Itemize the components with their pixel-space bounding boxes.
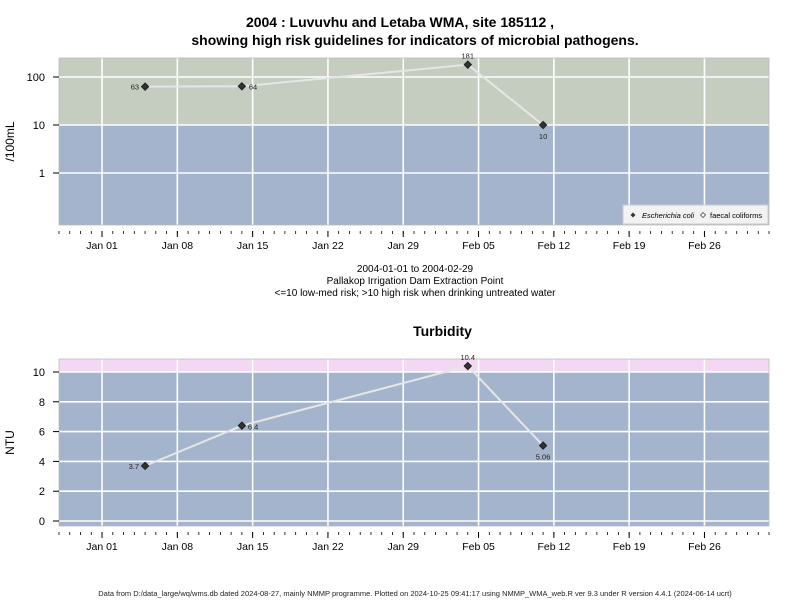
series-line — [145, 63, 544, 126]
y-tick-label: 4 — [39, 456, 45, 468]
data-point — [463, 60, 473, 69]
high-risk-zone — [59, 359, 769, 372]
caption-date-range: 2004-01-01 to 2004-02-29 — [356, 264, 474, 275]
legend-marker-ecoli — [630, 212, 636, 218]
x-tick-label: Jan 22 — [312, 541, 344, 553]
data-label: 64 — [249, 82, 257, 91]
data-point — [463, 361, 473, 371]
y-tick-label: 10 — [33, 120, 45, 132]
x-tick-label: Jan 01 — [86, 541, 118, 553]
x-tick-label: Feb 19 — [613, 240, 646, 252]
x-tick-label: Feb 12 — [537, 541, 570, 553]
chart2-title: Turbidity — [413, 323, 472, 339]
y-tick-label: 8 — [39, 397, 45, 409]
x-tick-label: Feb 05 — [462, 240, 495, 252]
legend-box — [622, 204, 769, 225]
data-point — [237, 421, 247, 430]
y-axis-label: NTU — [3, 430, 17, 455]
data-point — [538, 441, 548, 450]
x-tick-label: Jan 08 — [162, 240, 194, 252]
y-tick-label: 100 — [27, 72, 45, 84]
x-tick-label: Jan 01 — [86, 240, 118, 252]
y-tick-label: 1 — [39, 168, 45, 180]
data-label: 63 — [131, 83, 139, 92]
data-label: 181 — [462, 52, 475, 61]
data-point — [140, 461, 150, 471]
plot-frame — [58, 57, 770, 226]
data-label: 10 — [539, 132, 547, 141]
y-tick-label: 0 — [39, 516, 45, 528]
data-point — [237, 81, 247, 91]
data-point — [538, 120, 548, 130]
data-label: 3.7 — [129, 462, 139, 471]
x-tick-label: Feb 05 — [462, 541, 495, 553]
data-label: 5.06 — [536, 453, 551, 462]
data-label: 6.4 — [248, 423, 258, 432]
x-tick-label: Jan 22 — [312, 240, 344, 252]
chart1-title-line2: showing high risk guidelines for indicat… — [191, 32, 639, 48]
x-tick-label: Jan 08 — [162, 541, 194, 553]
x-tick-label: Feb 12 — [537, 240, 570, 252]
x-tick-label: Feb 26 — [688, 541, 721, 553]
x-tick-label: Jan 15 — [237, 541, 269, 553]
data-label: 10.4 — [460, 353, 475, 362]
legend-marker-faecal — [700, 212, 706, 218]
legend-label-ecoli: Escherichia coli — [642, 211, 694, 220]
legend-label-faecal: faecal coliforms — [710, 211, 762, 220]
y-tick-label: 6 — [39, 427, 45, 439]
series-line — [144, 364, 544, 467]
chart1-title-line1: 2004 : Luvuvhu and Letaba WMA, site 1851… — [245, 14, 555, 30]
x-tick-label: Feb 19 — [613, 541, 646, 553]
x-tick-label: Jan 29 — [387, 240, 419, 252]
plot-frame — [58, 358, 770, 527]
y-tick-label: 2 — [39, 486, 45, 498]
x-tick-label: Feb 26 — [688, 240, 721, 252]
caption-risk-note: <=10 low-med risk; >10 high risk when dr… — [274, 288, 556, 299]
x-tick-label: Jan 15 — [237, 240, 269, 252]
y-axis-label: /100mL — [3, 121, 17, 161]
y-tick-label: 10 — [33, 367, 45, 379]
x-tick-label: Jan 29 — [387, 541, 419, 553]
footer-note: Data from D:/data_large/wq/wms.db dated … — [98, 589, 732, 598]
data-point — [140, 82, 150, 91]
caption-site-name: Pallakop Irrigation Dam Extraction Point — [326, 276, 504, 287]
low-risk-zone — [59, 372, 769, 526]
chart-microbial: 1 10 100/100mL Jan 01 Jan 08 Jan 15 Jan 22 Jan … — [3, 52, 770, 252]
